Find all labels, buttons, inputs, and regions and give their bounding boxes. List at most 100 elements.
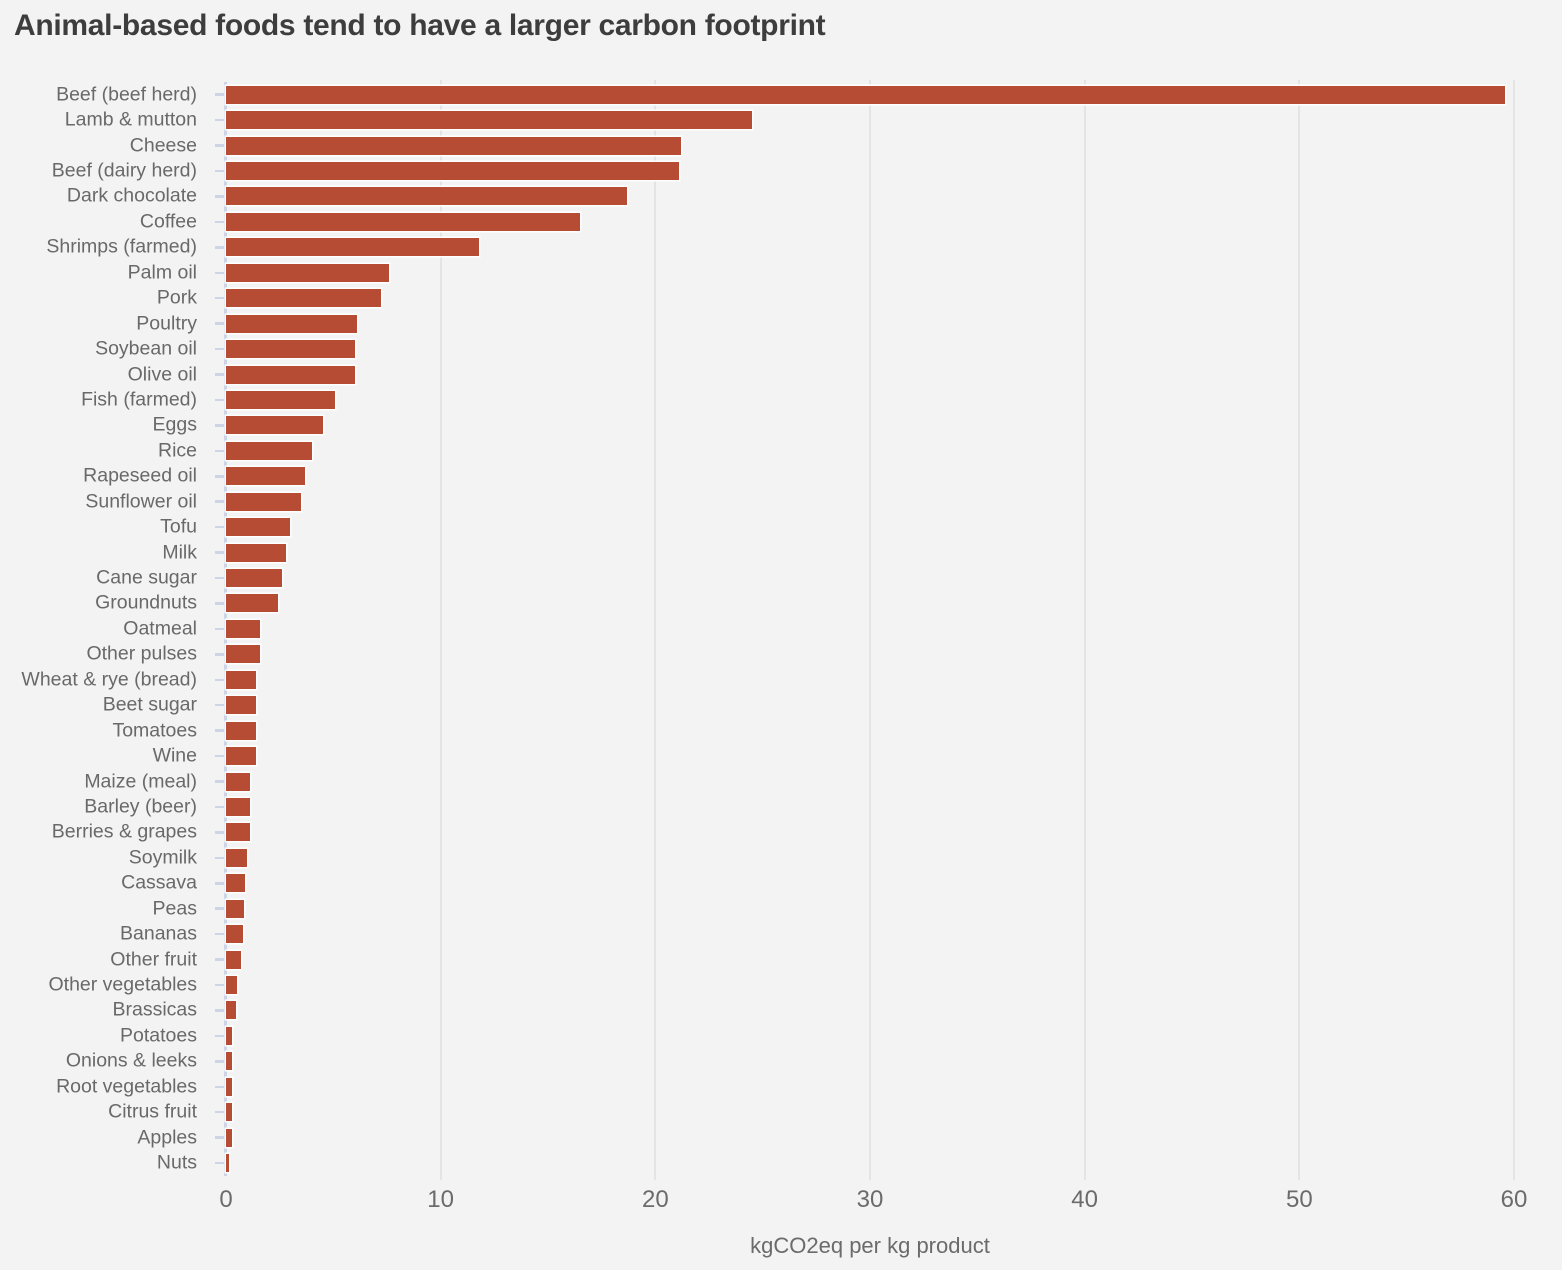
category-tick-mark xyxy=(215,856,224,860)
chart-row: Potatoes xyxy=(120,1023,1514,1048)
chart-row: Fish (farmed) xyxy=(81,387,1514,412)
category-label: Apples xyxy=(137,1126,197,1149)
chart-row: Sunflower oil xyxy=(85,489,1514,514)
chart-row: Root vegetables xyxy=(56,1074,1514,1099)
gridline-10 xyxy=(439,80,442,1180)
bar xyxy=(226,238,480,257)
chart-row: Wheat & rye (bread) xyxy=(21,667,1514,692)
category-label: Fish (farmed) xyxy=(81,388,197,411)
chart-row: Peas xyxy=(153,896,1514,921)
chart-row: Tofu xyxy=(160,514,1514,539)
chart-row: Coffee xyxy=(140,209,1514,234)
category-tick-mark xyxy=(215,754,224,758)
y-axis-line xyxy=(224,82,227,1176)
category-label: Rapeseed oil xyxy=(83,464,197,487)
chart-row: Onions & leeks xyxy=(66,1049,1514,1074)
bar xyxy=(226,390,336,409)
category-tick-mark xyxy=(215,576,224,580)
category-label: Berries & grapes xyxy=(51,820,197,843)
category-tick-mark xyxy=(215,449,224,453)
category-tick-mark xyxy=(215,1085,224,1089)
category-tick-mark xyxy=(215,169,224,173)
category-label: Dark chocolate xyxy=(66,184,197,207)
bar xyxy=(226,899,245,918)
category-label: Cassava xyxy=(121,871,197,894)
chart-row: Wine xyxy=(153,743,1514,768)
category-tick-mark xyxy=(215,424,224,427)
category-label: Coffee xyxy=(139,210,197,233)
bar xyxy=(226,111,752,130)
bar xyxy=(226,594,278,613)
category-label: Barley (beer) xyxy=(84,795,197,818)
category-tick-mark xyxy=(215,525,224,529)
chart-row: Barley (beer) xyxy=(84,794,1514,819)
category-tick-mark xyxy=(215,500,224,503)
gridline-60 xyxy=(1513,80,1515,1180)
category-label: Pork xyxy=(156,286,197,309)
category-label: Eggs xyxy=(152,413,197,436)
bar xyxy=(226,747,257,766)
x-tick-label-0: 0 xyxy=(219,1186,233,1213)
category-label: Cane sugar xyxy=(96,566,197,589)
category-label: Groundnuts xyxy=(95,591,197,614)
category-tick-mark xyxy=(215,1161,224,1165)
category-tick-mark xyxy=(215,983,224,987)
category-tick-mark xyxy=(215,1009,224,1012)
bar xyxy=(226,187,628,206)
bar xyxy=(226,1001,236,1020)
category-tick-mark xyxy=(215,703,224,707)
chart-row: Beef (beef herd) xyxy=(56,82,1514,107)
bar xyxy=(226,696,257,715)
chart-row: Eggs xyxy=(153,413,1514,438)
bar xyxy=(226,823,250,842)
bar xyxy=(226,645,261,664)
x-tick-label-50: 50 xyxy=(1285,1186,1313,1213)
gridline-40 xyxy=(1083,80,1086,1180)
bar xyxy=(226,670,257,689)
chart-row: Cane sugar xyxy=(96,565,1514,590)
chart-row: Shrimps (farmed) xyxy=(46,235,1514,260)
bar xyxy=(226,1128,233,1147)
bar xyxy=(226,1103,232,1122)
chart-row: Rapeseed oil xyxy=(83,464,1514,489)
category-label: Soybean oil xyxy=(95,337,197,360)
category-label: Other vegetables xyxy=(48,973,197,996)
category-label: Other pulses xyxy=(86,642,197,665)
category-label: Peas xyxy=(152,897,197,920)
bar xyxy=(226,976,237,994)
chart-row: Cheese xyxy=(130,133,1514,158)
category-tick-mark xyxy=(215,373,224,376)
chart-row: Beet sugar xyxy=(103,693,1514,718)
category-label: Nuts xyxy=(156,1151,197,1174)
chart-row: Apples xyxy=(137,1125,1514,1150)
bar xyxy=(226,848,248,867)
category-tick-mark xyxy=(215,322,224,325)
bar xyxy=(226,136,682,155)
category-tick-mark xyxy=(215,627,224,631)
category-label: Citrus fruit xyxy=(108,1100,197,1123)
bar xyxy=(226,340,355,359)
category-tick-mark xyxy=(215,271,224,275)
chart-row: Other pulses xyxy=(86,642,1514,667)
bar xyxy=(226,263,390,282)
chart-row: Beef (dairy herd) xyxy=(52,158,1514,183)
category-tick-mark xyxy=(215,653,224,656)
bar xyxy=(226,925,244,944)
category-tick-mark xyxy=(215,118,224,122)
chart-row: Poultry xyxy=(136,311,1514,336)
x-tick-label-60: 60 xyxy=(1500,1186,1528,1213)
category-label: Onions & leeks xyxy=(65,1049,197,1072)
bar xyxy=(226,314,357,333)
chart-row: Brassicas xyxy=(112,998,1514,1023)
chart-row: Lamb & mutton xyxy=(65,107,1514,132)
chart-row: Rice xyxy=(158,438,1514,463)
chart-row: Cassava xyxy=(121,871,1514,896)
bar xyxy=(226,721,257,740)
category-tick-mark xyxy=(215,1034,224,1038)
category-tick-mark xyxy=(215,246,224,249)
chart-row: Berries & grapes xyxy=(52,820,1514,845)
category-label: Tofu xyxy=(160,515,197,538)
chart-row: Other vegetables xyxy=(48,972,1514,997)
chart-row: Soybean oil xyxy=(95,336,1514,361)
